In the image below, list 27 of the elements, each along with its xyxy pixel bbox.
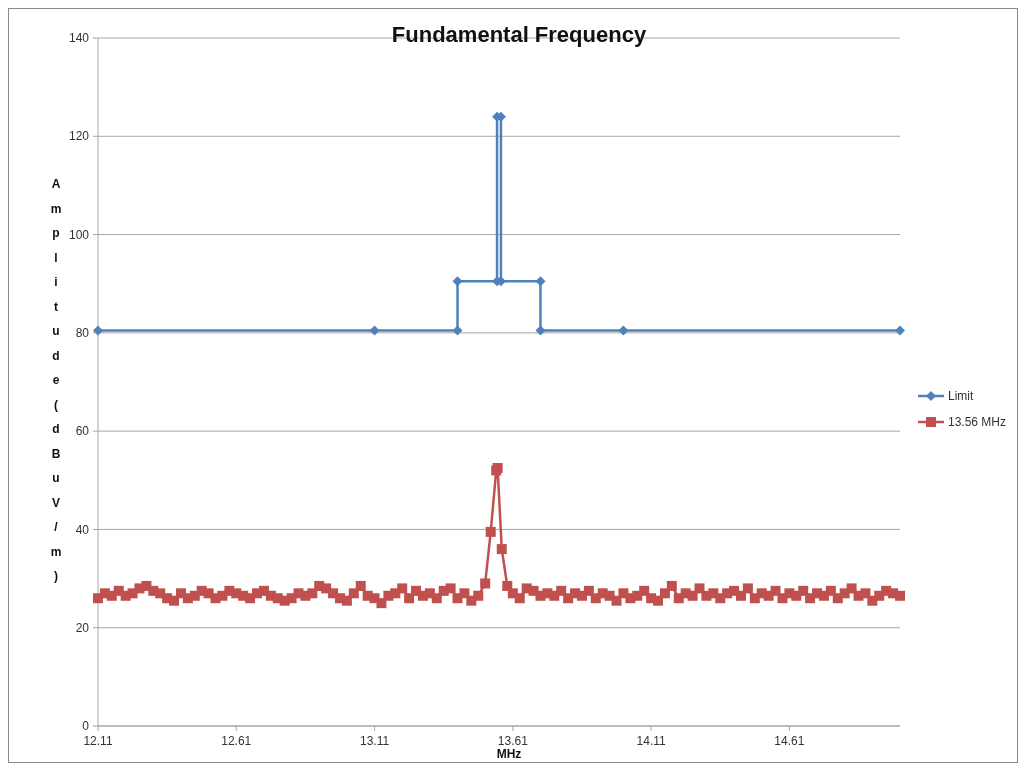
x-tick-label: 12.61: [221, 734, 252, 748]
y-tick-label: 60: [75, 424, 90, 439]
y-tick-label: 120: [68, 129, 90, 144]
legend-label: Limit: [948, 389, 974, 404]
point: [618, 325, 629, 336]
point: [452, 325, 463, 336]
y-tick-label: 100: [68, 227, 90, 242]
x-tick-label: 12.11: [83, 734, 113, 748]
point: [895, 325, 905, 336]
point: [535, 276, 546, 287]
y-tick-label: 80: [75, 326, 90, 341]
point: [535, 325, 546, 336]
y-tick-label: 0: [82, 719, 90, 734]
x-tick-label: 13.11: [359, 734, 390, 748]
point: [452, 276, 463, 287]
x-tick-label: 13.61: [497, 734, 529, 748]
x-tick-label: 14.61: [774, 734, 805, 748]
y-tick-label: 20: [75, 620, 90, 635]
legend-label: 13.56 MHz: [948, 415, 1007, 430]
point: [93, 325, 103, 336]
x-axis-title: MHz: [496, 747, 522, 761]
x-tick-label: 14.11: [636, 734, 666, 748]
y-tick-label: 40: [75, 522, 90, 537]
text: Amplitude (dBuV/m): [50, 177, 62, 583]
y-tick-label: 140: [68, 31, 90, 46]
chart-title: Fundamental Frequency: [391, 22, 647, 47]
point: [369, 325, 380, 336]
